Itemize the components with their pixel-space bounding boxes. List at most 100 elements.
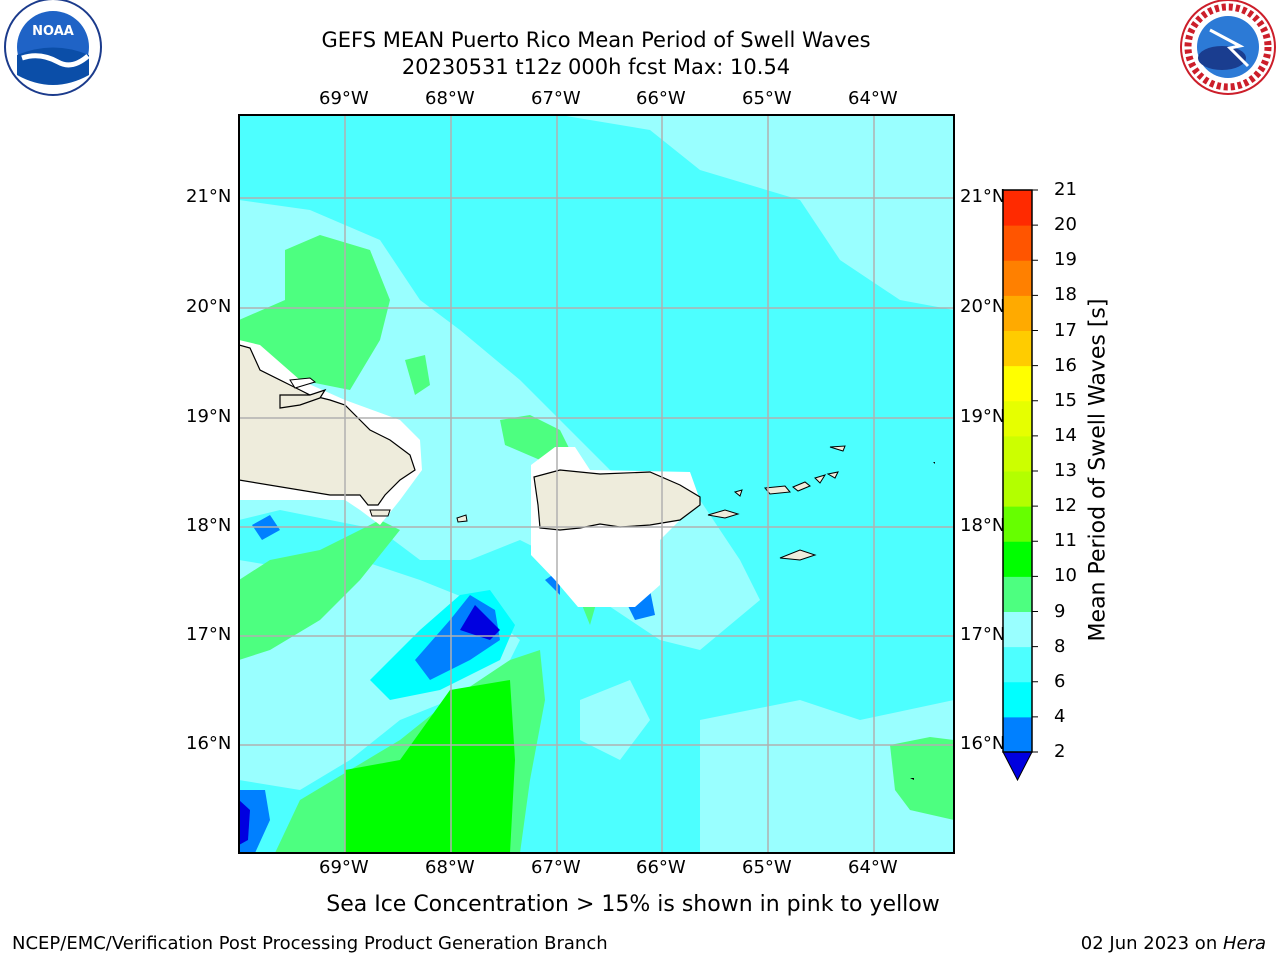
- colorbar-tick-label: 11: [1054, 530, 1077, 552]
- colorbar-segment: [1003, 260, 1032, 296]
- lat-label-right: 19°N: [960, 406, 1006, 427]
- footer-date: 02 Jun 2023 on Hera: [1081, 933, 1266, 954]
- hispaniola-land: [239, 344, 416, 506]
- lat-label-left: 18°N: [186, 515, 232, 536]
- colorbar-tick-label: 20: [1054, 214, 1077, 236]
- lat-label-right: 20°N: [960, 296, 1006, 317]
- map-subtitle: 20230531 t12z 000h fcst Max: 10.54: [401, 55, 791, 79]
- colorbar-segment: [1003, 541, 1032, 577]
- lon-label-top: 66°W: [636, 88, 686, 109]
- contour-9-10-northwest: [239, 235, 390, 390]
- colorbar-tick-label: 19: [1054, 249, 1077, 271]
- st-john-land: [792, 481, 811, 492]
- lon-label-top: 67°W: [531, 88, 581, 109]
- lat-label-right: 17°N: [960, 624, 1006, 645]
- contour-10-11: [345, 680, 515, 853]
- colorbar-segment: [1003, 646, 1032, 683]
- colorbar-segment: [1003, 716, 1032, 753]
- footer-credit: NCEP/EMC/Verification Post Processing Pr…: [12, 933, 608, 954]
- colorbar-segment: [1003, 190, 1032, 226]
- lon-label-bottom: 68°W: [425, 857, 475, 878]
- contour-below-2-sw: [239, 800, 250, 845]
- colorbar-tick-label: 6: [1054, 670, 1066, 692]
- colorbar-segment: [1003, 365, 1032, 402]
- colorbar-tick-label: 4: [1054, 705, 1066, 727]
- colorbar-segment: [1003, 435, 1032, 472]
- lon-label-top: 68°W: [425, 88, 475, 109]
- tortola-land: [814, 474, 827, 484]
- colorbar-segment: [1003, 576, 1032, 612]
- lat-label-left: 17°N: [186, 624, 232, 645]
- small-island: [289, 377, 317, 389]
- lat-label-left: 16°N: [186, 733, 232, 754]
- contour-8-9-patch: [580, 680, 650, 760]
- colorbar-segment: [1003, 295, 1032, 331]
- contour-9-10-patch: [500, 415, 570, 460]
- map-title: GEFS MEAN Puerto Rico Mean Period of Swe…: [321, 28, 871, 52]
- colorbar-tick-label: 14: [1054, 424, 1077, 446]
- nws-logo: [1180, 0, 1276, 95]
- saona-island: [369, 509, 391, 517]
- colorbar-segment: [1003, 611, 1032, 648]
- lon-label-top: 65°W: [742, 88, 792, 109]
- colorbar-tick-label: 12: [1054, 495, 1077, 517]
- lon-label-bottom: 66°W: [636, 857, 686, 878]
- graticule: [239, 115, 954, 853]
- map-frame: [238, 114, 955, 854]
- colorbar-tick-label: 21: [1054, 179, 1077, 200]
- footer-date-text: 02 Jun 2023 on: [1080, 933, 1223, 954]
- colorbar-tick-label: 15: [1054, 389, 1077, 411]
- aves-island: [910, 778, 914, 780]
- colorbar-segment: [1003, 225, 1032, 261]
- lat-label-right: 16°N: [960, 733, 1006, 754]
- colorbar-segment: [1003, 681, 1032, 718]
- colorbar-tick-label: 18: [1054, 284, 1077, 306]
- colorbar-extension: [1002, 751, 1033, 782]
- virgin-gorda-land: [826, 471, 839, 479]
- lon-label-bottom: 65°W: [742, 857, 792, 878]
- map-area: [239, 115, 954, 853]
- anegada-land: [829, 445, 846, 452]
- lat-label-left: 19°N: [186, 406, 232, 427]
- tortuga-land: [279, 388, 327, 409]
- puerto-rico-land: [533, 469, 701, 531]
- footer-host: Hera: [1222, 933, 1266, 954]
- lat-label-left: 20°N: [186, 296, 232, 317]
- sombrero-island: [933, 462, 935, 464]
- colorbar-segment: [1003, 506, 1032, 542]
- mona-island: [456, 514, 468, 523]
- colorbar-tick-label: 9: [1054, 600, 1066, 622]
- lat-label-left: 21°N: [186, 186, 232, 207]
- colorbar-tick-label: 16: [1054, 354, 1077, 376]
- sea-ice-note: Sea Ice Concentration > 15% is shown in …: [326, 892, 940, 917]
- lon-label-top: 64°W: [848, 88, 898, 109]
- contour-9-10-small: [405, 355, 430, 395]
- noaa-logo: NOAA: [4, 0, 102, 96]
- contour-9-10-west: [239, 520, 400, 660]
- colorbar-tick-label: 8: [1054, 635, 1066, 657]
- colorbar: [1002, 189, 1038, 782]
- colorbar-segment: [1003, 400, 1032, 437]
- colorbar-segment: [1003, 330, 1032, 367]
- lon-label-bottom: 64°W: [848, 857, 898, 878]
- lon-label-top: 69°W: [319, 88, 369, 109]
- colorbar-tick-label: 13: [1054, 460, 1077, 481]
- noaa-logo-text: NOAA: [32, 24, 74, 39]
- vieques-land: [707, 509, 740, 519]
- colorbar-segment: [1003, 471, 1032, 507]
- lon-label-bottom: 69°W: [319, 857, 369, 878]
- lat-label-right: 18°N: [960, 515, 1006, 536]
- colorbar-tick-label: 17: [1054, 319, 1077, 341]
- contour-8-9-north: [560, 115, 954, 310]
- contour-9-10-east: [890, 737, 954, 820]
- lat-label-right: 21°N: [960, 186, 1006, 207]
- contour-8-9-southeast: [700, 700, 954, 853]
- colorbar-tick-label: 10: [1054, 565, 1077, 587]
- culebra-land: [733, 489, 743, 497]
- colorbar-tick-label: 2: [1054, 741, 1066, 762]
- st-croix-land: [779, 549, 817, 561]
- contour-below-2: [460, 605, 500, 640]
- lon-label-bottom: 67°W: [531, 857, 581, 878]
- colorbar-title: Mean Period of Swell Waves [s]: [1085, 298, 1111, 642]
